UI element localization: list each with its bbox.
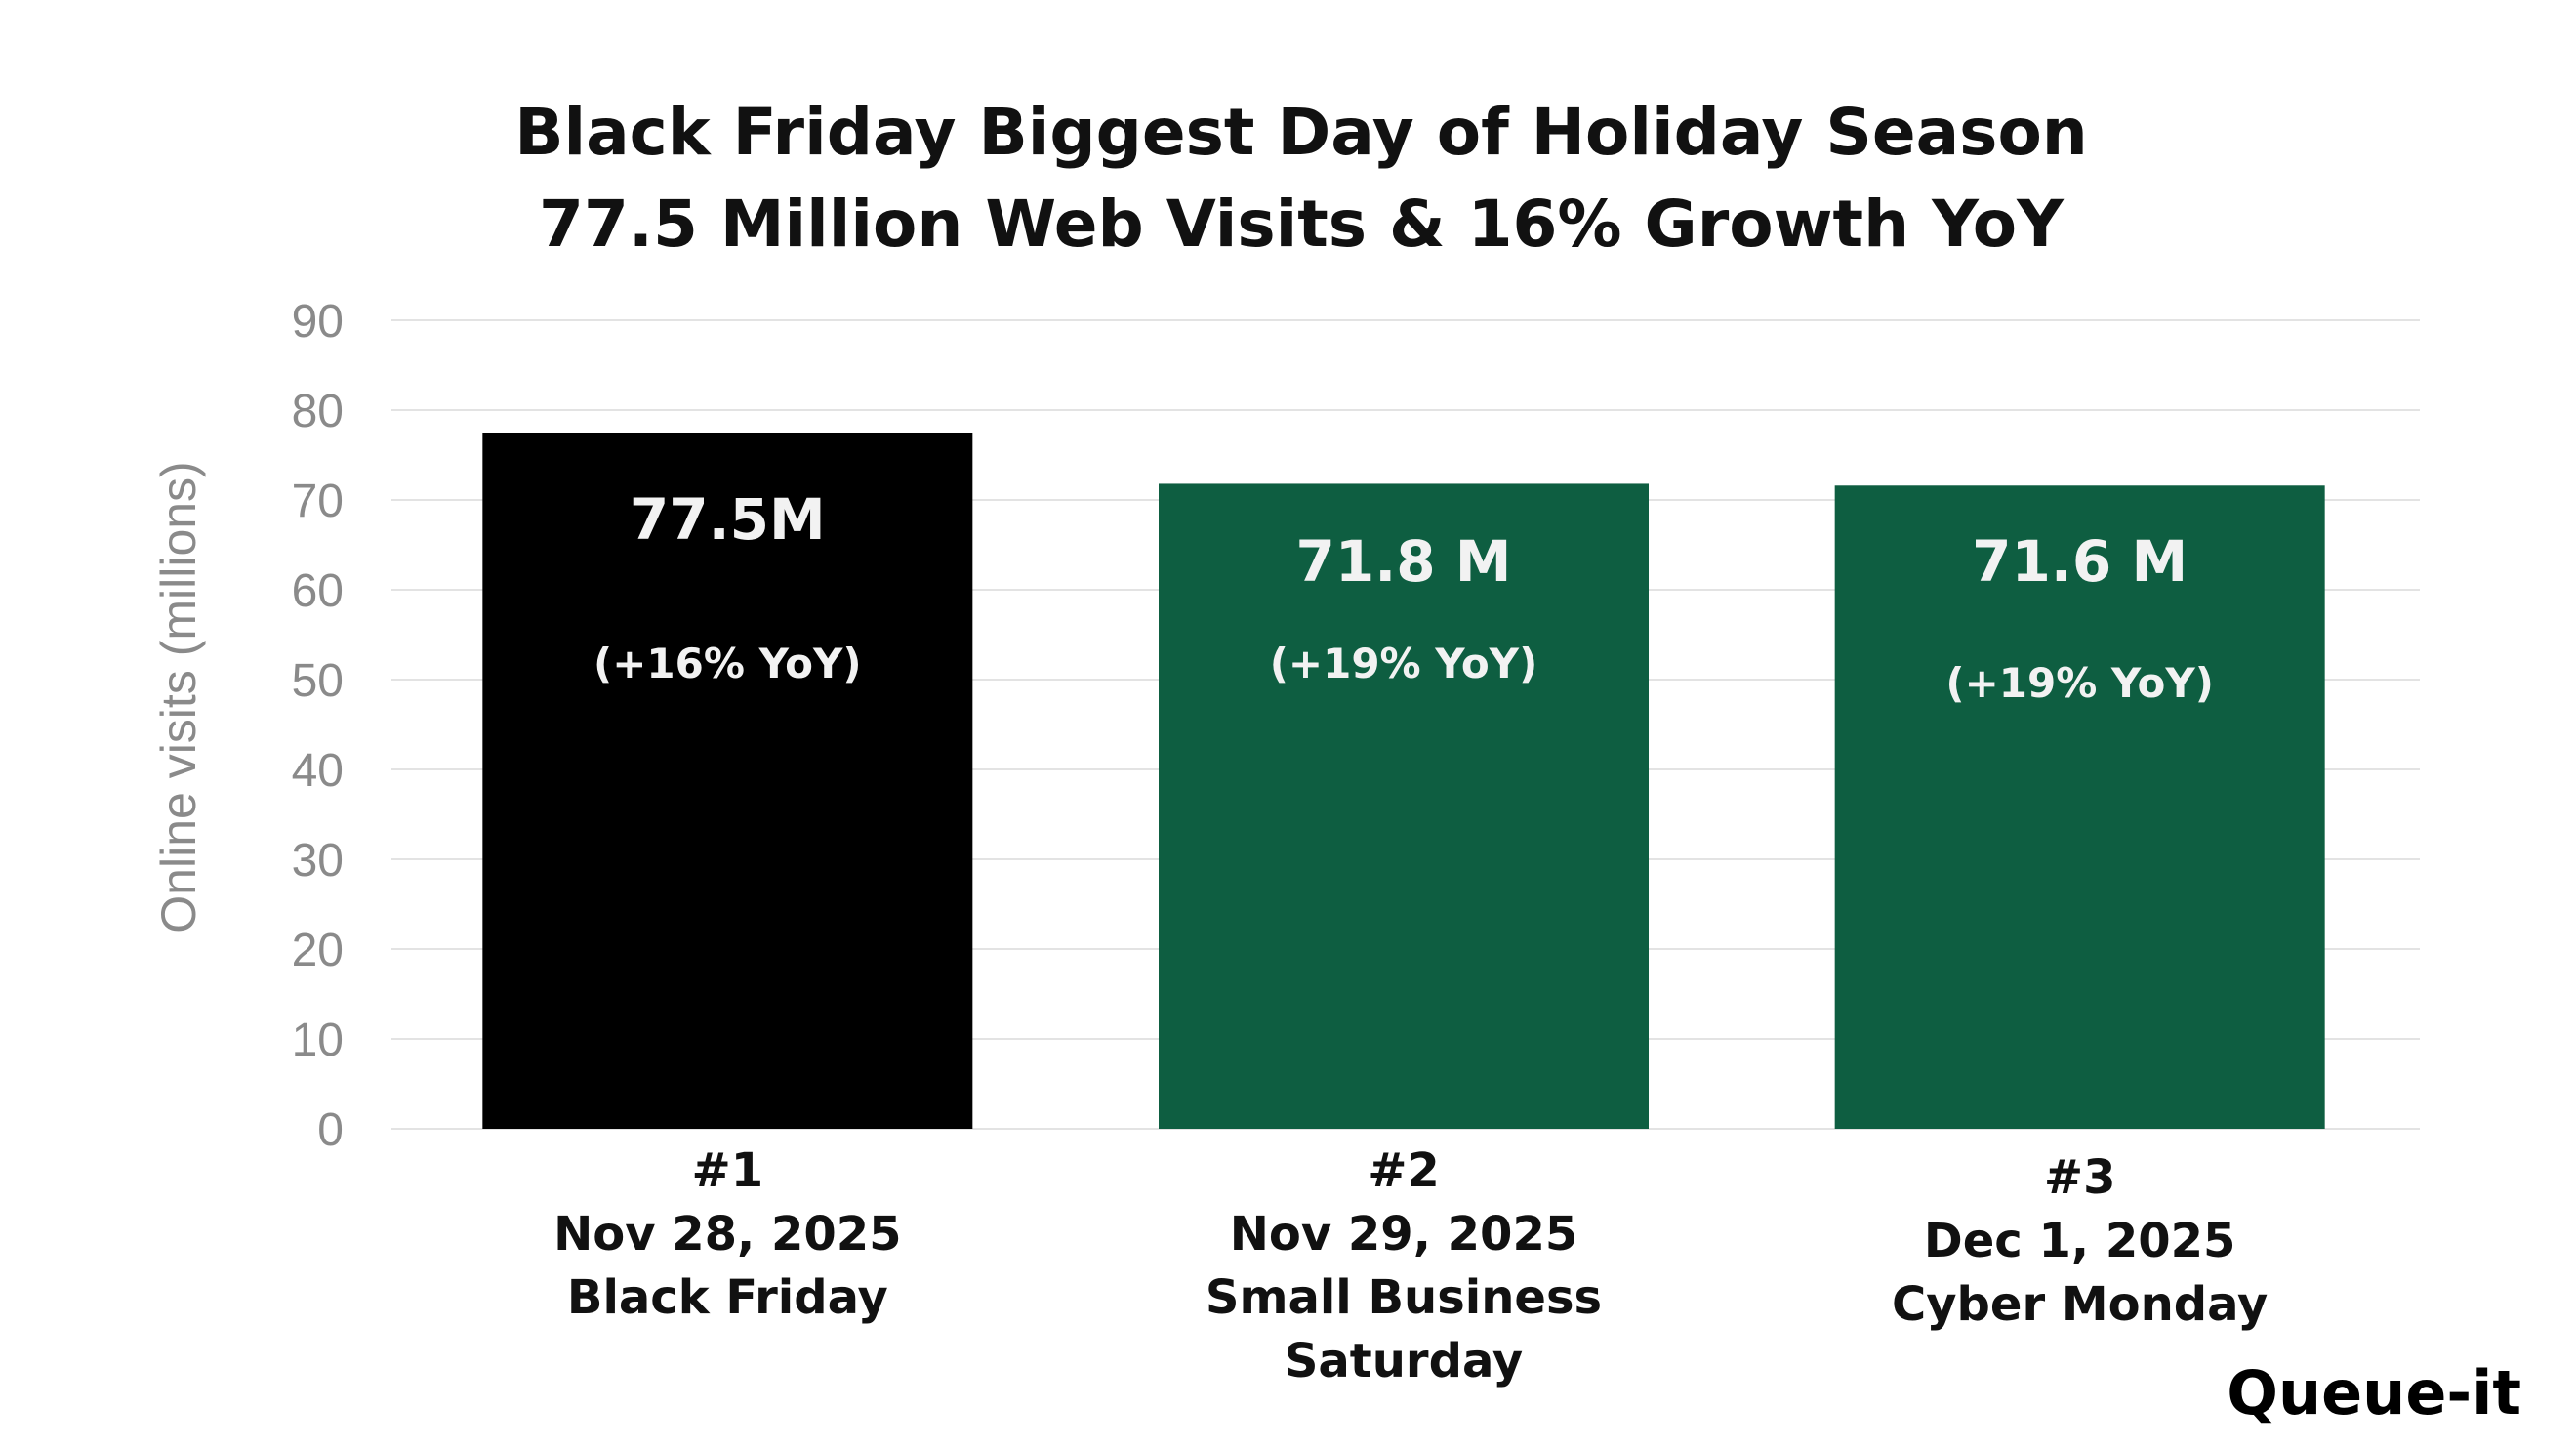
chart-title: Black Friday Biggest Day of Holiday Seas…	[514, 95, 2088, 262]
bar-labels: 77.5M (+16% YoY) 71.8 M (+19% YoY) 71.6 M (+1…	[593, 486, 2214, 707]
title-line-1: Black Friday Biggest Day of Holiday Seas…	[514, 95, 2088, 170]
bar	[1834, 485, 2325, 1129]
x-category-label: #3	[2044, 1150, 2116, 1205]
x-category-label: #1	[692, 1143, 764, 1198]
bar-yoy-label: (+19% YoY)	[1270, 640, 1538, 687]
y-tick-label: 70	[292, 476, 344, 527]
x-axis-categories: #1 Nov 28, 2025 Black Friday #2 Nov 29, 2025…	[553, 1143, 2268, 1388]
x-category-label: Black Friday	[567, 1270, 888, 1325]
bar-value-label: 71.8 M	[1295, 528, 1511, 595]
y-tick-label: 30	[292, 835, 344, 887]
y-tick-label: 90	[292, 296, 344, 348]
y-axis-title: Online visits (millions)	[151, 461, 206, 932]
title-line-2: 77.5 Million Web Visits & 16% Growth YoY	[539, 186, 2065, 262]
bar-yoy-label: (+19% YoY)	[1945, 659, 2214, 707]
bars	[482, 433, 2325, 1129]
y-tick-label: 40	[292, 745, 344, 797]
y-axis-ticks: 0 10 20 30 40 50 60 70 80 90	[292, 296, 344, 1156]
x-category-label: #2	[1368, 1143, 1440, 1198]
queue-it-logo: Queue-it	[2227, 1357, 2521, 1429]
y-tick-label: 20	[292, 925, 344, 976]
logo-text: Queue-it	[2227, 1357, 2521, 1429]
bar	[482, 433, 973, 1129]
x-category-label: Cyber Monday	[1892, 1277, 2268, 1332]
y-tick-label: 80	[292, 386, 344, 437]
bar-yoy-label: (+16% YoY)	[593, 640, 862, 687]
x-category-label: Small Business	[1206, 1270, 1602, 1325]
y-tick-label: 60	[292, 565, 344, 617]
x-category-label: Nov 29, 2025	[1230, 1207, 1577, 1262]
y-tick-label: 0	[317, 1104, 344, 1156]
y-tick-label: 50	[292, 655, 344, 707]
bar	[1159, 483, 1649, 1129]
bar-value-label: 77.5M	[630, 486, 826, 553]
x-category-label: Saturday	[1285, 1334, 1523, 1388]
x-category-label: Dec 1, 2025	[1924, 1214, 2236, 1268]
x-category-label: Nov 28, 2025	[553, 1207, 901, 1262]
bar-value-label: 71.6 M	[1972, 528, 2188, 595]
y-tick-label: 10	[292, 1015, 344, 1066]
